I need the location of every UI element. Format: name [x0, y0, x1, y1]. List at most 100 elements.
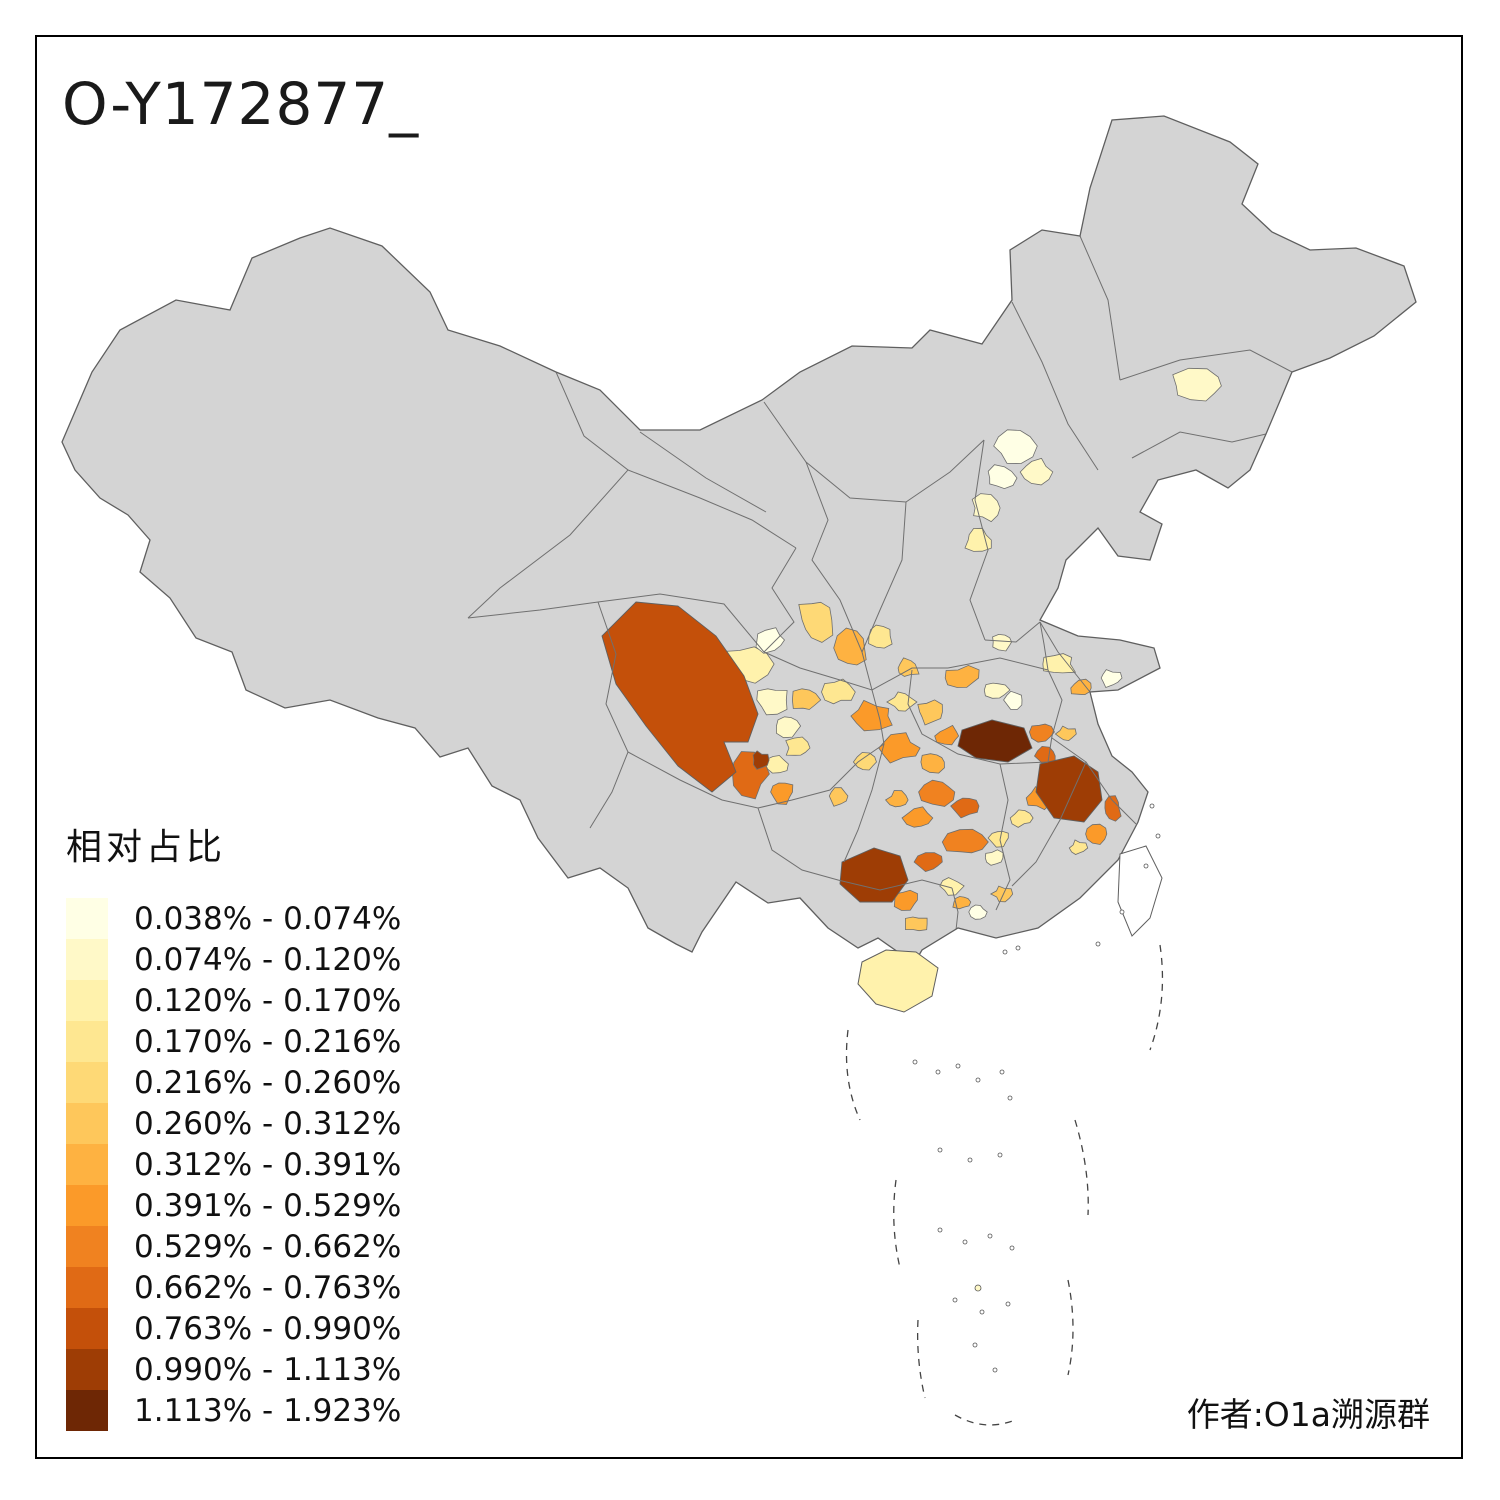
legend-label: 0.038% - 0.074%: [134, 900, 402, 937]
legend-label: 0.763% - 0.990%: [134, 1310, 402, 1347]
map-region: [1070, 678, 1092, 696]
map-region: [944, 664, 980, 688]
small-island: [935, 1069, 941, 1075]
map-region: [828, 787, 849, 807]
map-region-west-sichuan: [601, 601, 759, 793]
map-region: [987, 830, 1009, 848]
map-region: [1113, 690, 1142, 710]
small-island-colored: [974, 1284, 982, 1292]
map-region: [897, 657, 920, 677]
small-island: [937, 1147, 943, 1153]
legend-item: 0.529% - 0.662%: [66, 1226, 401, 1267]
map-region: [850, 699, 893, 732]
map-region: [884, 790, 909, 808]
legend-item: 1.113% - 1.923%: [66, 1390, 401, 1431]
legend-label: 0.074% - 0.120%: [134, 941, 402, 978]
legend-swatch: [66, 1226, 108, 1267]
legend-item: 0.763% - 0.990%: [66, 1308, 401, 1349]
map-region: [770, 782, 794, 805]
sea-dash-line: [954, 1414, 1016, 1426]
map-region: [1054, 725, 1077, 742]
colored-regions: [601, 367, 1222, 932]
map-region: [791, 688, 822, 710]
map-region: [993, 429, 1038, 464]
legend-label: 0.529% - 0.662%: [134, 1228, 402, 1265]
map-region: [917, 699, 943, 726]
hainan-island: [857, 949, 939, 1013]
map-region: [1104, 795, 1122, 822]
small-island: [1002, 949, 1008, 955]
legend-swatch: [66, 1349, 108, 1390]
map-region: [920, 753, 945, 774]
sea-dash-line: [893, 1179, 901, 1269]
map-region: [785, 736, 811, 756]
map-region: [968, 904, 988, 920]
map-region: [984, 849, 1004, 866]
map-region: [992, 633, 1013, 652]
legend-label: 0.170% - 0.216%: [134, 1023, 402, 1060]
legend-swatch: [66, 1390, 108, 1431]
attribution-text: 作者:O1a溯源群: [1186, 1395, 1430, 1434]
small-island: [912, 1059, 918, 1065]
map-region: [950, 797, 980, 819]
legend-title: 相对占比: [66, 827, 227, 868]
map-region: [905, 916, 928, 932]
map-region: [798, 601, 834, 643]
national-border: [61, 115, 1417, 976]
map-region: [987, 464, 1018, 490]
small-island: [967, 1157, 973, 1163]
map-region: [1172, 367, 1222, 402]
legend-label: 0.312% - 0.391%: [134, 1146, 402, 1183]
legend-label: 0.260% - 0.312%: [134, 1105, 402, 1142]
map-region: [964, 527, 992, 552]
legend-item: 0.216% - 0.260%: [66, 1062, 401, 1103]
map-region: [1085, 823, 1108, 845]
small-island: [955, 1063, 961, 1069]
taiwan-island: [1117, 845, 1163, 937]
map-region: [755, 627, 786, 654]
page-title: O-Y172877_: [62, 70, 420, 138]
small-island: [1143, 863, 1149, 869]
legend-item: 0.170% - 0.216%: [66, 1021, 401, 1062]
legend-label: 0.120% - 0.170%: [134, 982, 402, 1019]
legend-label: 0.662% - 0.763%: [134, 1269, 402, 1306]
small-island: [992, 1367, 998, 1373]
legend-swatch: [66, 1062, 108, 1103]
legend-swatch: [66, 898, 108, 939]
sea-dash-line: [845, 1029, 861, 1121]
map-region: [941, 828, 989, 854]
legend-swatch: [66, 1308, 108, 1349]
map-region: [934, 724, 960, 746]
map-region: [1137, 684, 1153, 699]
map-region: [1042, 653, 1077, 674]
map-region: [918, 779, 956, 807]
small-island: [1007, 1095, 1013, 1101]
small-island: [1095, 941, 1101, 947]
map-region: [852, 752, 877, 771]
legend-swatch: [66, 1185, 108, 1226]
legend-label: 1.113% - 1.923%: [134, 1392, 402, 1429]
legend-swatch: [66, 1144, 108, 1185]
map-region: [983, 682, 1011, 699]
legend-item: 0.990% - 1.113%: [66, 1349, 401, 1390]
legend-item: 0.038% - 0.074%: [66, 898, 401, 939]
legend-item: 0.312% - 0.391%: [66, 1144, 401, 1185]
sea-dash-line: [1067, 1279, 1074, 1376]
small-island: [997, 1152, 1003, 1158]
map-region: [1068, 839, 1089, 855]
map-region: [1100, 669, 1123, 689]
small-island: [937, 1227, 943, 1233]
map-region: [939, 877, 965, 896]
legend-label: 0.990% - 1.113%: [134, 1351, 402, 1388]
sea-dash-line: [1074, 1119, 1089, 1216]
legend-swatch: [66, 1021, 108, 1062]
map-region: [989, 885, 1014, 903]
legend-item: 0.260% - 0.312%: [66, 1103, 401, 1144]
legend-item: 0.662% - 0.763%: [66, 1267, 401, 1308]
small-island: [975, 1077, 981, 1083]
map-region: [1019, 457, 1054, 486]
map-region: [901, 806, 934, 828]
small-island: [1009, 1245, 1015, 1251]
map-region: [833, 627, 867, 666]
